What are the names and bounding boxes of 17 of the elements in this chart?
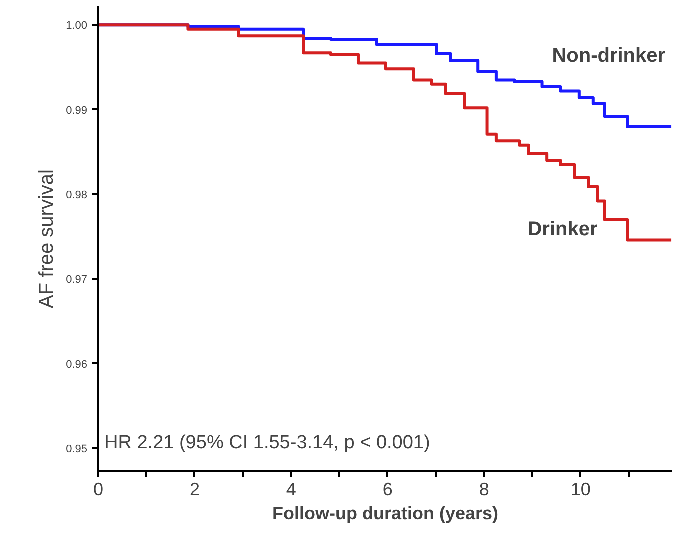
y-tick-label: 0.97: [66, 274, 88, 286]
x-axis-title: Follow-up duration (years): [272, 504, 499, 524]
y-axis-title: AF free survival: [36, 170, 58, 308]
x-tick-label: 0: [93, 480, 104, 500]
annotation: HR 2.21 (95% CI 1.55-3.14, p < 0.001): [104, 432, 430, 454]
series-label: Non-drinker: [552, 44, 666, 67]
x-tick-label: 2: [190, 480, 200, 500]
x-tick-label: 8: [479, 480, 490, 500]
y-tick-label: 0.99: [66, 104, 88, 117]
x-tick-label: 6: [382, 480, 393, 500]
x-tick-label: 4: [286, 480, 296, 500]
x-tick-label: 10: [570, 480, 591, 500]
y-tick-label: 0.98: [66, 190, 88, 202]
series-label: Drinker: [528, 218, 598, 240]
y-tick-label: 0.95: [66, 444, 88, 456]
y-tick-label: 0.96: [66, 358, 88, 371]
y-tick-label: 1.00: [66, 20, 88, 32]
